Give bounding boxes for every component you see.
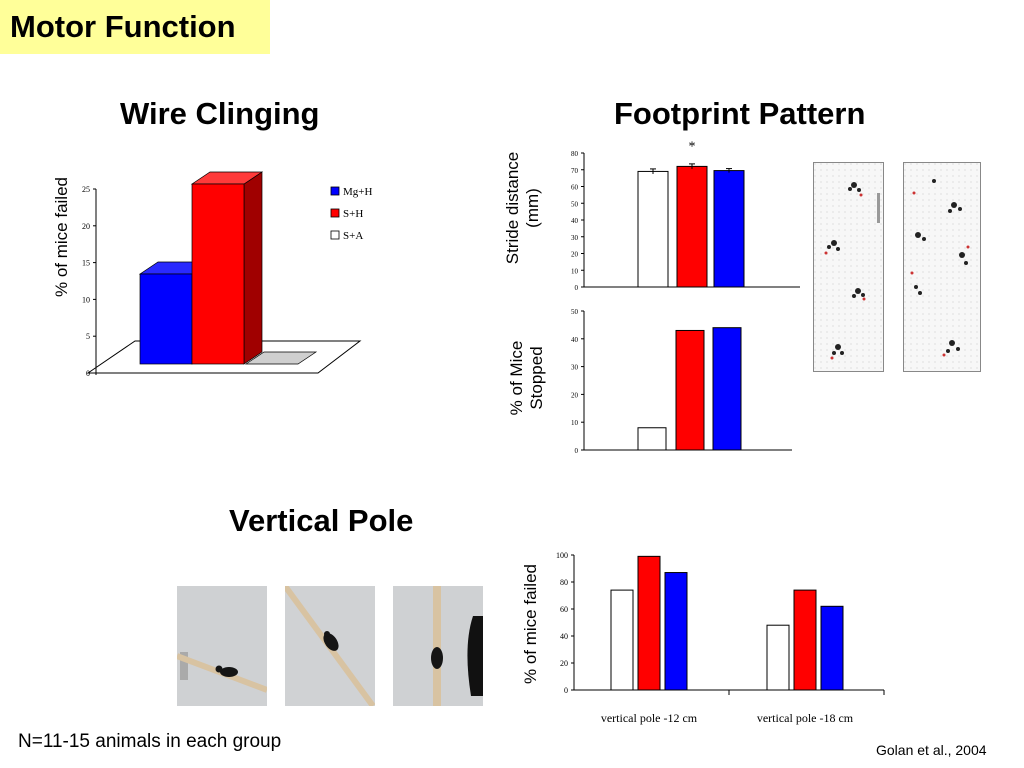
stopped-ylabel: % of Mice Stopped xyxy=(507,341,547,416)
wire-bar-S+H xyxy=(191,183,245,365)
footprint-image-left xyxy=(813,162,884,372)
wire-legend-label: S+A xyxy=(343,230,363,242)
pole-photo-2-drawing xyxy=(285,586,375,706)
pole-x-category-label: vertical pole -12 cm xyxy=(601,711,698,725)
wire-clinging-chart: 0 5 10 15 20 25 Mg+H S+H S+A xyxy=(82,171,372,378)
vertical-pole-photo-2 xyxy=(285,586,375,706)
stride-y-tick-label: 40 xyxy=(571,217,579,225)
pole-y-tick-label: 0 xyxy=(564,686,568,695)
wire-clinging-title: Wire Clinging xyxy=(120,96,320,131)
pole-ylabel: % of mice failed xyxy=(521,564,540,684)
stride-bar xyxy=(713,170,745,288)
wire-ylabel: % of mice failed xyxy=(52,177,71,297)
pole-bar xyxy=(664,572,688,691)
stride-y-tick-label: 80 xyxy=(571,150,579,158)
pole-photo-3-drawing xyxy=(393,586,483,706)
pole-bar xyxy=(793,589,817,691)
stride-bar xyxy=(676,165,708,288)
stopped-y-tick-label: 0 xyxy=(575,447,579,455)
stride-y-tick-label: 10 xyxy=(571,267,579,275)
pole-y-tick-label: 100 xyxy=(556,551,568,560)
wire-legend-label: S+H xyxy=(343,208,363,220)
pole-bar xyxy=(820,605,844,691)
stride-y-tick-label: 20 xyxy=(571,251,579,259)
stopped-bar xyxy=(637,427,667,451)
footprint-image-right xyxy=(903,162,981,372)
stopped-y-tick-label: 20 xyxy=(571,391,579,399)
pole-bar xyxy=(637,555,661,691)
wire-y-tick-label: 5 xyxy=(86,332,90,341)
stopped-ylabel-line2: Stopped xyxy=(527,346,546,410)
pole-y-tick-label: 20 xyxy=(560,659,568,668)
stopped-y-tick-label: 30 xyxy=(571,364,579,372)
stopped-y-tick-label: 50 xyxy=(571,308,579,316)
pole-bar xyxy=(766,624,790,691)
pole-bar xyxy=(610,589,634,691)
wire-bar-S+A xyxy=(244,351,318,365)
vertical-pole-photo-3 xyxy=(393,586,483,706)
wire-y-tick-label: 20 xyxy=(82,222,90,231)
pole-x-category-label: vertical pole -18 cm xyxy=(757,711,854,725)
mice-stopped-chart: 0 10 20 30 40 50 xyxy=(571,308,792,455)
wire-y-tick-label: 15 xyxy=(82,259,90,268)
vertical-pole-chart: 0 20 40 60 80 100 vertical pole -12 cm vertical… xyxy=(556,551,885,725)
stopped-y-tick-label: 40 xyxy=(571,336,579,344)
stride-ylabel: Stride distance (mm) xyxy=(503,152,543,264)
stride-y-tick-label: 70 xyxy=(571,167,579,175)
stopped-ylabel-line1: % of Mice xyxy=(507,340,526,416)
citation: Golan et al., 2004 xyxy=(876,742,987,758)
stride-significance-star: * xyxy=(689,140,696,154)
wire-bar-side xyxy=(243,171,263,365)
stride-distance-chart: 0 10 20 30 40 50 60 70 80 * xyxy=(571,140,800,292)
stride-ylabel-line2: (mm) xyxy=(523,188,542,228)
wire-y-tick-label: 0 xyxy=(86,369,90,378)
stride-bar xyxy=(637,170,669,288)
stopped-bar xyxy=(675,329,705,451)
pole-photo-1-drawing xyxy=(177,586,267,706)
pole-y-tick-label: 80 xyxy=(560,578,568,587)
wire-legend-swatch xyxy=(330,186,340,196)
wire-legend-label: Mg+H xyxy=(343,186,372,198)
stopped-y-tick-label: 10 xyxy=(571,419,579,427)
wire-legend-swatch xyxy=(330,230,340,240)
stride-y-tick-label: 50 xyxy=(571,200,579,208)
stride-y-tick-label: 0 xyxy=(575,284,579,292)
footprint-pattern-title: Footprint Pattern xyxy=(614,96,866,131)
sample-size-note: N=11-15 animals in each group xyxy=(18,731,282,752)
footprint-marks-left xyxy=(814,163,883,371)
stopped-bar xyxy=(712,327,742,451)
footprint-marks-right xyxy=(904,163,980,371)
stride-ylabel-line1: Stride distance xyxy=(503,151,522,265)
pole-y-tick-label: 40 xyxy=(560,632,568,641)
stride-y-tick-label: 60 xyxy=(571,184,579,192)
slide-title: Motor Function xyxy=(0,0,270,54)
wire-y-tick-label: 25 xyxy=(82,185,90,194)
pole-y-tick-label: 60 xyxy=(560,605,568,614)
vertical-pole-photo-1 xyxy=(177,586,267,706)
stride-y-tick-label: 30 xyxy=(571,234,579,242)
wire-y-tick-label: 10 xyxy=(82,295,90,304)
wire-legend-swatch xyxy=(330,208,340,218)
wire-bar-Mg+H xyxy=(139,273,193,365)
vertical-pole-title: Vertical Pole xyxy=(229,503,414,538)
